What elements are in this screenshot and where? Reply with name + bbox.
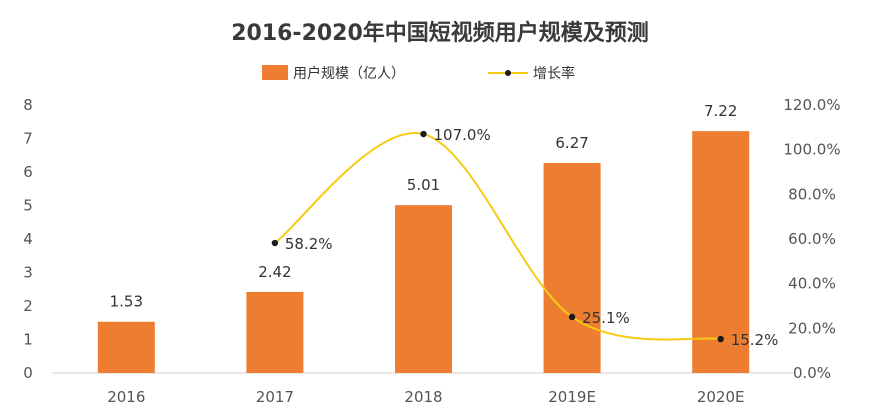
y-tick-label: 0 — [23, 364, 33, 382]
legend: 用户规模（亿人） 增长率 — [262, 65, 575, 82]
growth-rate-point — [271, 239, 279, 247]
axes: 0123456780.0%20.0%40.0%60.0%80.0%100.0%1… — [23, 96, 840, 406]
bar — [543, 162, 601, 373]
y2-tick-label: 60.0% — [788, 230, 836, 248]
y-tick-label: 4 — [23, 230, 33, 248]
y-tick-label: 1 — [23, 331, 33, 349]
bar-value-label: 7.22 — [704, 102, 737, 120]
growth-rate-label: 25.1% — [582, 309, 630, 327]
y2-tick-label: 100.0% — [783, 141, 840, 159]
growth-rate-label: 58.2% — [285, 235, 333, 253]
y2-tick-label: 20.0% — [788, 319, 836, 337]
bar-value-label: 2.42 — [258, 263, 291, 281]
bar — [97, 321, 155, 373]
y2-tick-label: 40.0% — [788, 275, 836, 293]
bar-value-label: 1.53 — [110, 293, 143, 311]
y-tick-label: 3 — [23, 264, 33, 282]
y-tick-label: 5 — [23, 197, 33, 215]
growth-rate-line — [274, 132, 721, 341]
data-labels: 1.53 2.42 5.01 6.27 7.22 58.2% 107.0% 25.1% 15.2… — [110, 102, 779, 349]
y-tick-label: 7 — [23, 130, 33, 148]
x-tick-label: 2020E — [697, 388, 745, 406]
growth-rate-label: 107.0% — [434, 126, 491, 144]
growth-rate-point — [420, 130, 427, 138]
y-tick-label: 8 — [23, 96, 33, 114]
bar — [395, 205, 452, 373]
y2-tick-label: 120.0% — [783, 96, 840, 114]
x-tick-label: 2017 — [256, 388, 294, 406]
x-tick-label: 2019E — [548, 388, 596, 406]
bar-value-label: 5.01 — [407, 176, 440, 194]
growth-rate-label: 15.2% — [731, 331, 779, 349]
legend-line-label: 增长率 — [533, 65, 575, 82]
legend-line-marker — [505, 70, 511, 76]
bar-series — [97, 131, 750, 373]
y2-tick-label: 80.0% — [788, 185, 836, 203]
y-tick-label: 6 — [23, 163, 33, 181]
y-tick-label: 2 — [23, 297, 33, 315]
x-tick-label: 2018 — [404, 388, 442, 406]
legend-bar-label: 用户规模（亿人） — [293, 65, 405, 82]
legend-bar-swatch — [262, 65, 288, 80]
bar-value-label: 6.27 — [555, 134, 588, 152]
growth-rate-point — [717, 335, 724, 343]
line-series — [271, 130, 724, 343]
y2-tick-label: 0.0% — [793, 364, 831, 382]
bar — [246, 291, 304, 373]
x-tick-label: 2016 — [107, 388, 145, 406]
chart-title: 2016-2020年中国短视频用户规模及预测 — [231, 20, 649, 46]
growth-rate-point — [568, 313, 576, 321]
bar — [692, 131, 750, 373]
